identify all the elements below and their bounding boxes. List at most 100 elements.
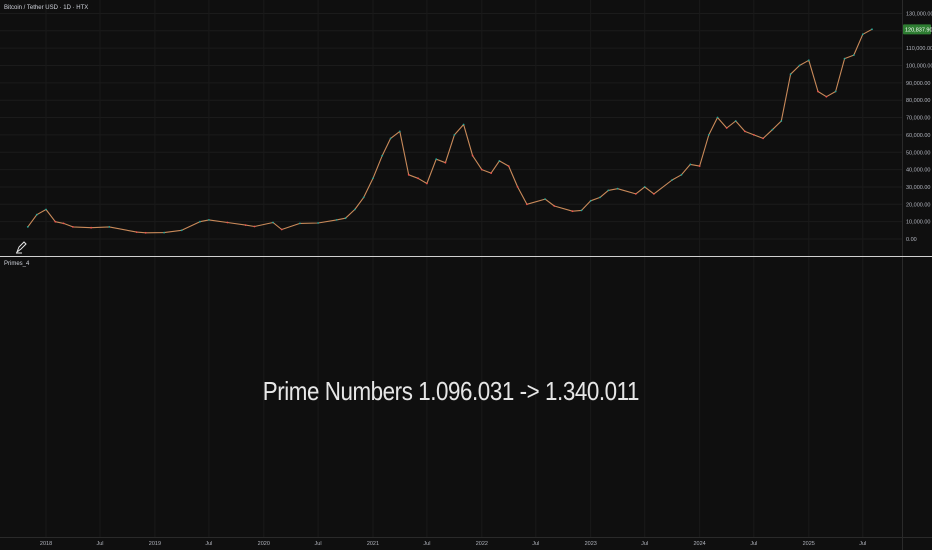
time-axis-label: Jul <box>315 541 322 547</box>
price-axis-label: 30,000.00 <box>906 185 930 191</box>
price-point <box>689 163 692 166</box>
price-point <box>280 228 283 231</box>
price-axis-label: 80,000.00 <box>906 98 930 104</box>
price-point <box>26 226 29 228</box>
price-point <box>480 168 483 171</box>
price-point <box>372 177 374 180</box>
price-point <box>462 123 465 126</box>
price-point <box>417 177 419 180</box>
price-point <box>780 120 783 122</box>
price-axis-label: 100,000.00 <box>906 64 932 70</box>
price-point <box>825 95 828 98</box>
grid <box>0 0 902 537</box>
price-point <box>516 186 519 188</box>
time-axis-label: 2023 <box>585 541 597 547</box>
indicator-title[interactable]: Primes_4 <box>4 261 30 267</box>
price-point <box>589 199 592 202</box>
price-point <box>490 172 492 175</box>
price-point <box>789 73 792 76</box>
price-point <box>35 213 38 216</box>
price-point <box>643 186 646 188</box>
price-point <box>871 28 873 31</box>
price-point <box>45 208 47 211</box>
time-axis-label: Jul <box>205 541 212 547</box>
symbol-title[interactable]: Bitcoin / Tether USD · 1D · HTX <box>4 5 89 11</box>
price-point <box>335 219 338 221</box>
pencil-marker-icon <box>15 241 27 254</box>
price-point <box>798 64 801 67</box>
price-point <box>244 224 247 227</box>
time-axis-label: Jul <box>532 541 539 547</box>
price-axis-label: 50,000.00 <box>906 150 930 156</box>
time-axis-label: 2018 <box>40 541 52 547</box>
price-axis-label: 70,000.00 <box>906 116 930 122</box>
price-point <box>671 179 673 181</box>
price-point <box>634 193 637 195</box>
price-point <box>199 220 201 223</box>
price-point <box>144 231 147 234</box>
price-point <box>163 231 166 234</box>
last-price-badge <box>903 24 931 35</box>
price-axis-label: 40,000.00 <box>906 168 930 174</box>
price-point <box>725 127 728 129</box>
time-axis[interactable]: 2018 Jul 2019 Jul 2020 Jul 2021 Jul 2022 Jul 2023 J… <box>40 541 866 547</box>
price-point <box>344 217 347 220</box>
price-series <box>26 28 873 234</box>
time-axis-label: 2024 <box>693 541 705 547</box>
time-axis-label: 2020 <box>258 541 270 547</box>
price-point <box>317 222 319 224</box>
price-point <box>426 182 428 185</box>
price-point <box>90 226 92 229</box>
time-axis-label: Jul <box>859 541 866 547</box>
price-axis-label: 90,000.00 <box>906 81 930 87</box>
price-point <box>843 57 846 60</box>
price-point <box>680 173 683 176</box>
price-point <box>108 226 111 228</box>
price-point <box>817 90 819 93</box>
prime-range-text: Prime Numbers 1.096.031 -> 1.340.011 <box>262 376 640 406</box>
time-axis-label: Jul <box>96 541 103 547</box>
time-axis-label: Jul <box>641 541 648 547</box>
time-axis-label: 2025 <box>803 541 815 547</box>
price-point <box>771 128 774 131</box>
time-axis-label: 2021 <box>367 541 379 547</box>
price-point <box>208 219 210 221</box>
price-point <box>753 134 755 136</box>
price-point <box>599 196 601 199</box>
price-axis-label: 10,000.00 <box>906 220 930 226</box>
price-point <box>498 160 501 162</box>
price-point <box>226 221 229 224</box>
price-point <box>861 33 864 36</box>
price-point <box>381 154 384 157</box>
price-point <box>526 203 528 206</box>
price-axis-label: 60,000.00 <box>906 133 930 139</box>
price-point <box>653 193 655 195</box>
price-point <box>62 222 65 225</box>
price-axis[interactable]: 130,000.00 110,000.00 100,000.00 90,000.00 8… <box>903 11 932 243</box>
price-point <box>834 90 837 93</box>
price-point <box>744 130 746 133</box>
price-point <box>253 225 256 228</box>
price-point <box>72 226 74 228</box>
price-point <box>544 198 546 201</box>
price-axis-label: 0.00 <box>906 237 917 243</box>
price-point <box>435 158 438 161</box>
price-axis-label: 130,000.00 <box>906 11 932 17</box>
price-point <box>734 120 737 122</box>
price-point <box>616 187 619 190</box>
price-point <box>453 134 456 136</box>
price-point <box>553 205 556 207</box>
price-point <box>580 209 583 212</box>
price-point <box>299 222 301 225</box>
price-point <box>272 221 274 224</box>
price-point <box>353 208 356 211</box>
price-axis-label: 110,000.00 <box>906 46 932 52</box>
last-price-label: 120,837.90 <box>905 27 932 33</box>
price-point <box>716 116 719 119</box>
price-point <box>698 165 701 168</box>
price-axis-label: 20,000.00 <box>906 202 930 208</box>
price-point <box>407 173 410 176</box>
